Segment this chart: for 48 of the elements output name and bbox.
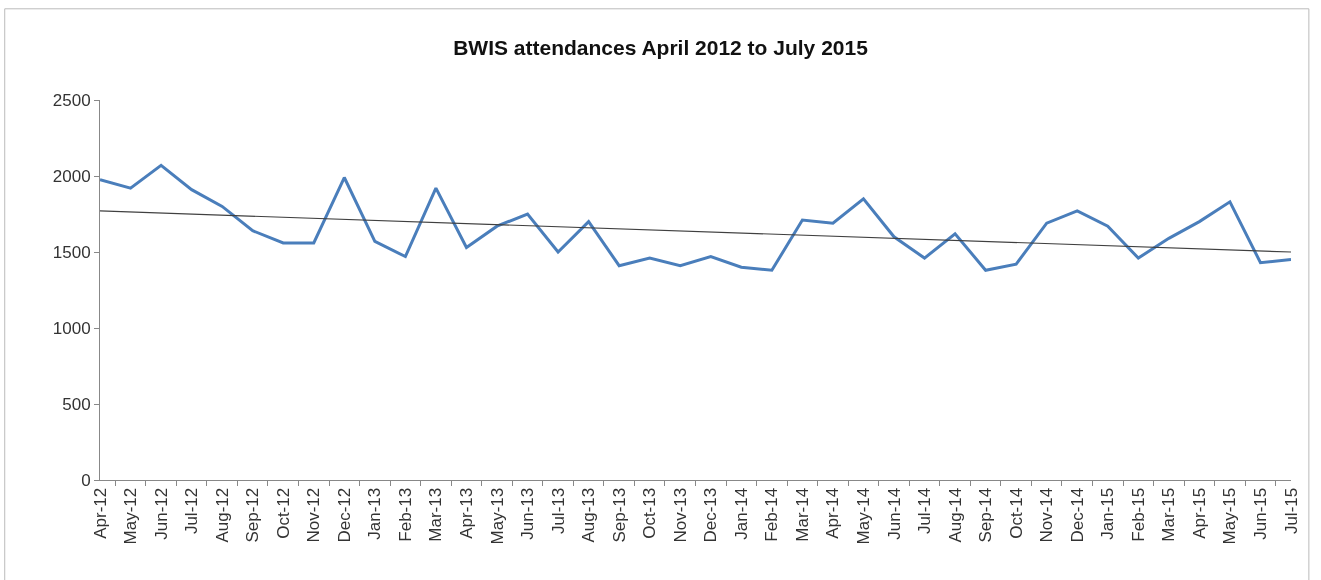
y-tick-label: 2000 bbox=[52, 166, 91, 186]
x-tick-label: Dec-14 bbox=[1067, 487, 1087, 543]
x-tick-label: Feb-13 bbox=[395, 487, 415, 542]
x-tick-label: May-13 bbox=[487, 487, 507, 545]
x-tick-label: Apr-14 bbox=[823, 487, 843, 539]
x-tick-label: Jun-12 bbox=[151, 487, 171, 540]
x-tick-label: Feb-14 bbox=[762, 487, 782, 542]
y-tick-label: 2500 bbox=[52, 90, 91, 110]
x-tick-label: Jan-15 bbox=[1098, 487, 1118, 540]
x-tick-label: Mar-13 bbox=[426, 487, 446, 542]
x-tick-label: Jan-13 bbox=[365, 487, 385, 540]
x-tick-label: Sep-13 bbox=[609, 487, 629, 543]
y-tick-label: 500 bbox=[62, 394, 91, 414]
x-tick-label: Nov-14 bbox=[1037, 487, 1057, 543]
y-tick-label: 0 bbox=[81, 470, 91, 490]
x-tick-label: Mar-14 bbox=[792, 487, 812, 542]
x-tick-label: Oct-13 bbox=[640, 487, 660, 539]
x-tick-label: Sep-12 bbox=[243, 487, 263, 543]
x-tick-label: Apr-13 bbox=[456, 487, 476, 539]
x-tick-label: Jun-13 bbox=[518, 487, 538, 540]
x-tick-label: Jul-13 bbox=[548, 487, 568, 535]
x-tick-label: Aug-14 bbox=[945, 487, 965, 543]
x-tick-label: Aug-13 bbox=[579, 487, 599, 543]
y-tick-label: 1000 bbox=[52, 318, 91, 338]
x-tick-label: Dec-12 bbox=[334, 487, 354, 543]
x-tick-label: Jan-14 bbox=[731, 487, 751, 540]
x-tick-label: Apr-12 bbox=[90, 487, 110, 539]
x-tick-label: Apr-15 bbox=[1189, 487, 1209, 539]
x-tick-label: Jun-14 bbox=[884, 487, 904, 540]
x-tick-label: Dec-13 bbox=[701, 487, 721, 543]
x-tick-label: Oct-12 bbox=[273, 487, 293, 539]
x-tick-label: Jul-15 bbox=[1281, 487, 1301, 535]
x-tick-label: May-12 bbox=[121, 487, 141, 545]
chart-title: BWIS attendances April 2012 to July 2015 bbox=[453, 36, 869, 60]
x-tick-label: Feb-15 bbox=[1128, 487, 1148, 542]
x-tick-label: Jun-15 bbox=[1250, 487, 1270, 540]
x-tick-label: Mar-15 bbox=[1159, 487, 1179, 542]
x-tick-label: Sep-14 bbox=[976, 487, 996, 543]
line-series bbox=[100, 163, 1291, 272]
x-tick-label: Jul-14 bbox=[915, 487, 935, 535]
x-tick-label: May-14 bbox=[853, 487, 873, 545]
x-tick-label: Nov-13 bbox=[670, 487, 690, 543]
x-tick-label: Oct-14 bbox=[1006, 487, 1026, 539]
y-tick-label: 1500 bbox=[52, 242, 91, 262]
x-tick-label: May-15 bbox=[1220, 487, 1240, 545]
x-tick-label: Nov-12 bbox=[304, 487, 324, 543]
x-tick-label: Jul-12 bbox=[182, 487, 202, 535]
x-tick-label: Aug-12 bbox=[212, 487, 232, 543]
